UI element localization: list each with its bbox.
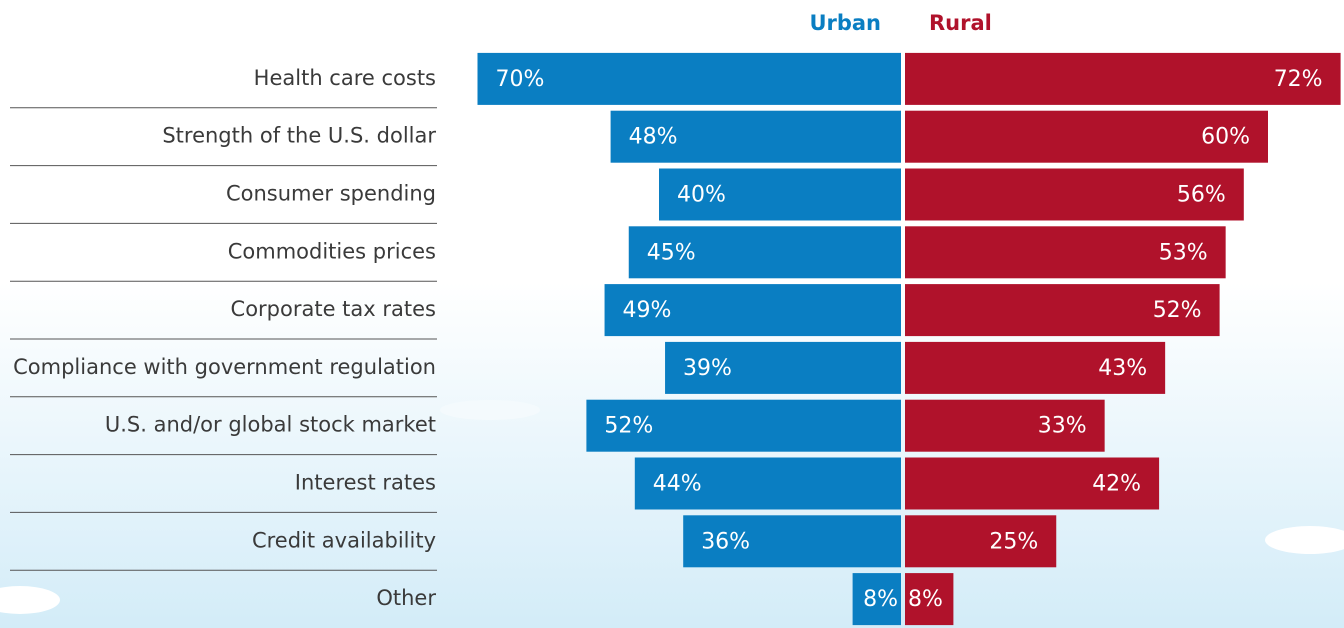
category-label: Other — [376, 586, 436, 610]
value-label: 70% — [496, 67, 545, 92]
category-label: U.S. and/or global stock market — [105, 413, 436, 437]
bar — [852, 573, 901, 626]
value-label: 33% — [1038, 414, 1087, 439]
bar — [905, 573, 954, 626]
bar — [665, 341, 901, 394]
bar — [586, 399, 901, 452]
bar — [905, 515, 1057, 568]
bar — [659, 168, 901, 221]
value-label: 45% — [647, 240, 696, 265]
category-label: Corporate tax rates — [231, 297, 436, 321]
value-label: 56% — [1177, 183, 1226, 208]
category-label: Credit availability — [252, 528, 436, 552]
category-label: Strength of the U.S. dollar — [162, 124, 436, 148]
value-label: 49% — [623, 298, 672, 323]
bar — [905, 110, 1268, 163]
value-label: 36% — [701, 529, 750, 554]
bar — [905, 226, 1226, 279]
bar — [477, 52, 901, 105]
bar — [905, 52, 1341, 105]
value-label: 39% — [683, 356, 732, 381]
value-label: 40% — [677, 183, 726, 208]
bar — [683, 515, 901, 568]
category-label: Commodities prices — [228, 239, 436, 263]
bar — [905, 457, 1160, 510]
bar — [604, 284, 901, 337]
value-label: 52% — [604, 414, 653, 439]
value-label: 48% — [629, 125, 678, 150]
legend-label: Rural — [929, 11, 992, 35]
category-label: Interest rates — [295, 471, 436, 495]
value-label: 53% — [1159, 240, 1208, 265]
bar — [634, 457, 901, 510]
value-label: 25% — [989, 529, 1038, 554]
bar — [628, 226, 901, 279]
value-label: 52% — [1153, 298, 1202, 323]
cloud — [440, 400, 540, 420]
value-label: 43% — [1098, 356, 1147, 381]
category-label: Health care costs — [254, 66, 436, 90]
value-label: 42% — [1092, 472, 1141, 497]
value-label: 8% — [863, 587, 898, 612]
value-label: 60% — [1201, 125, 1250, 150]
bar — [610, 110, 901, 163]
cloud — [1265, 526, 1344, 554]
cloud — [0, 586, 60, 614]
bar — [905, 399, 1105, 452]
value-label: 44% — [653, 472, 702, 497]
category-label: Compliance with government regulation — [13, 355, 436, 379]
bar — [905, 341, 1166, 394]
value-label: 8% — [908, 587, 943, 612]
bar — [905, 168, 1244, 221]
value-label: 72% — [1274, 67, 1323, 92]
legend-label: Urban — [809, 11, 881, 35]
category-label: Consumer spending — [226, 182, 436, 206]
bar — [905, 284, 1220, 337]
